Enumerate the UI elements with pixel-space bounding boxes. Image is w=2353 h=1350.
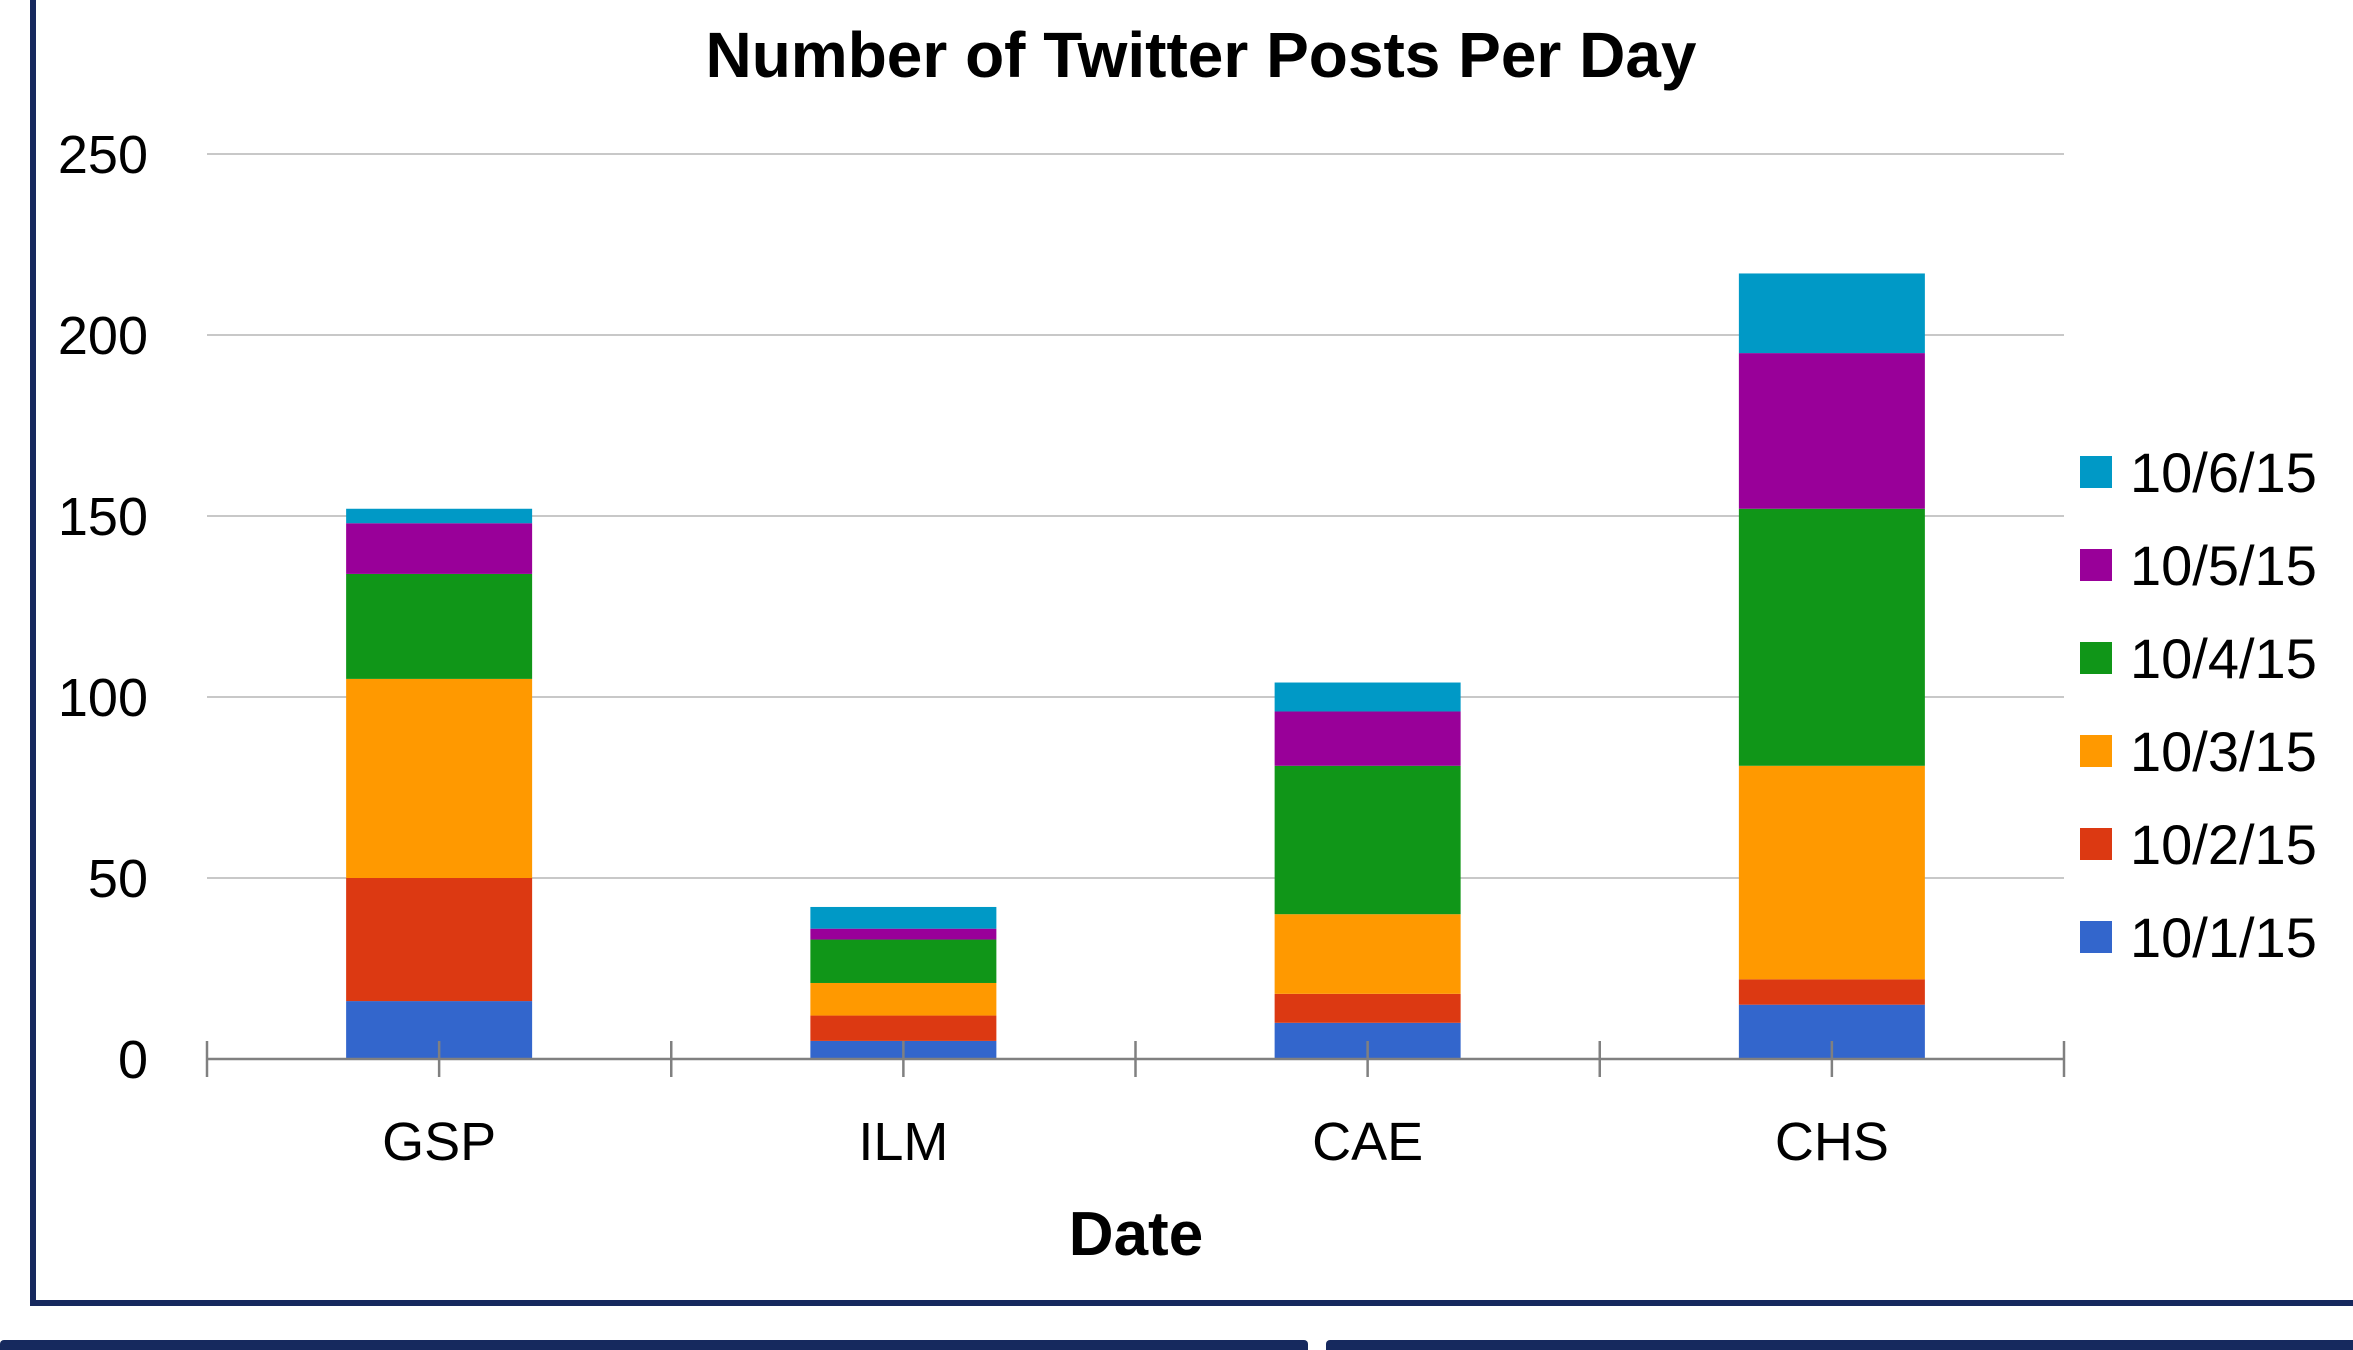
x-tick-label: ILM — [858, 1112, 948, 1172]
chart-title: Number of Twitter Posts Per Day — [705, 19, 1696, 91]
bars — [346, 273, 1925, 1059]
bar-segment — [1274, 914, 1461, 994]
y-tick-label: 100 — [58, 668, 148, 728]
legend: 10/6/15 10/5/15 10/4/15 10/3/15 10/2/15 10/1/… — [2080, 441, 2317, 969]
bar-segment — [810, 939, 997, 983]
legend-swatch — [2080, 642, 2112, 674]
legend-label: 10/6/15 — [2130, 441, 2317, 504]
x-tick-label: CAE — [1312, 1112, 1423, 1172]
y-tick-label: 200 — [58, 306, 148, 366]
legend-swatch — [2080, 921, 2112, 953]
bar-segment — [346, 508, 533, 524]
y-tick-label: 50 — [88, 849, 148, 909]
legend-label: 10/3/15 — [2130, 720, 2317, 783]
legend-swatch — [2080, 549, 2112, 581]
y-tick-label: 250 — [58, 125, 148, 185]
legend-swatch — [2080, 828, 2112, 860]
bar-segment — [1274, 993, 1461, 1023]
bar-segment — [346, 678, 533, 878]
bar-segment — [1738, 508, 1925, 766]
legend-swatch — [2080, 456, 2112, 488]
bar-segment — [1274, 711, 1461, 766]
bar-segment — [1738, 979, 1925, 1005]
x-tick-label: CHS — [1775, 1112, 1889, 1172]
x-axis — [205, 1041, 2066, 1077]
bar-segment — [1274, 682, 1461, 712]
y-axis-ticks: 0 50 100 150 200 250 — [58, 125, 148, 1090]
bar-segment — [1738, 273, 1925, 354]
bottom-panel-right-edge — [1326, 1340, 2353, 1350]
bar-segment — [810, 1015, 997, 1041]
bar-segment — [346, 573, 533, 679]
legend-swatch — [2080, 735, 2112, 767]
x-tick-label: GSP — [382, 1112, 496, 1172]
bar-segment — [1274, 765, 1461, 915]
bar-segment — [346, 523, 533, 574]
bar-segment — [810, 906, 997, 929]
legend-label: 10/5/15 — [2130, 534, 2317, 597]
bottom-panel-left-edge — [0, 1340, 1308, 1350]
bar-segment — [1738, 353, 1925, 509]
y-tick-label: 0 — [118, 1030, 148, 1090]
legend-label: 10/1/15 — [2130, 906, 2317, 969]
legend-label: 10/2/15 — [2130, 813, 2317, 876]
bar-segment — [346, 878, 533, 1002]
bar-segment — [810, 982, 997, 1016]
bar-segment — [810, 928, 997, 940]
y-tick-label: 150 — [58, 487, 148, 547]
x-axis-ticks: GSP ILM CAE CHS — [382, 1112, 1889, 1172]
legend-label: 10/4/15 — [2130, 627, 2317, 690]
bar-segment — [1738, 765, 1925, 980]
x-axis-title: Date — [1069, 1200, 1203, 1269]
